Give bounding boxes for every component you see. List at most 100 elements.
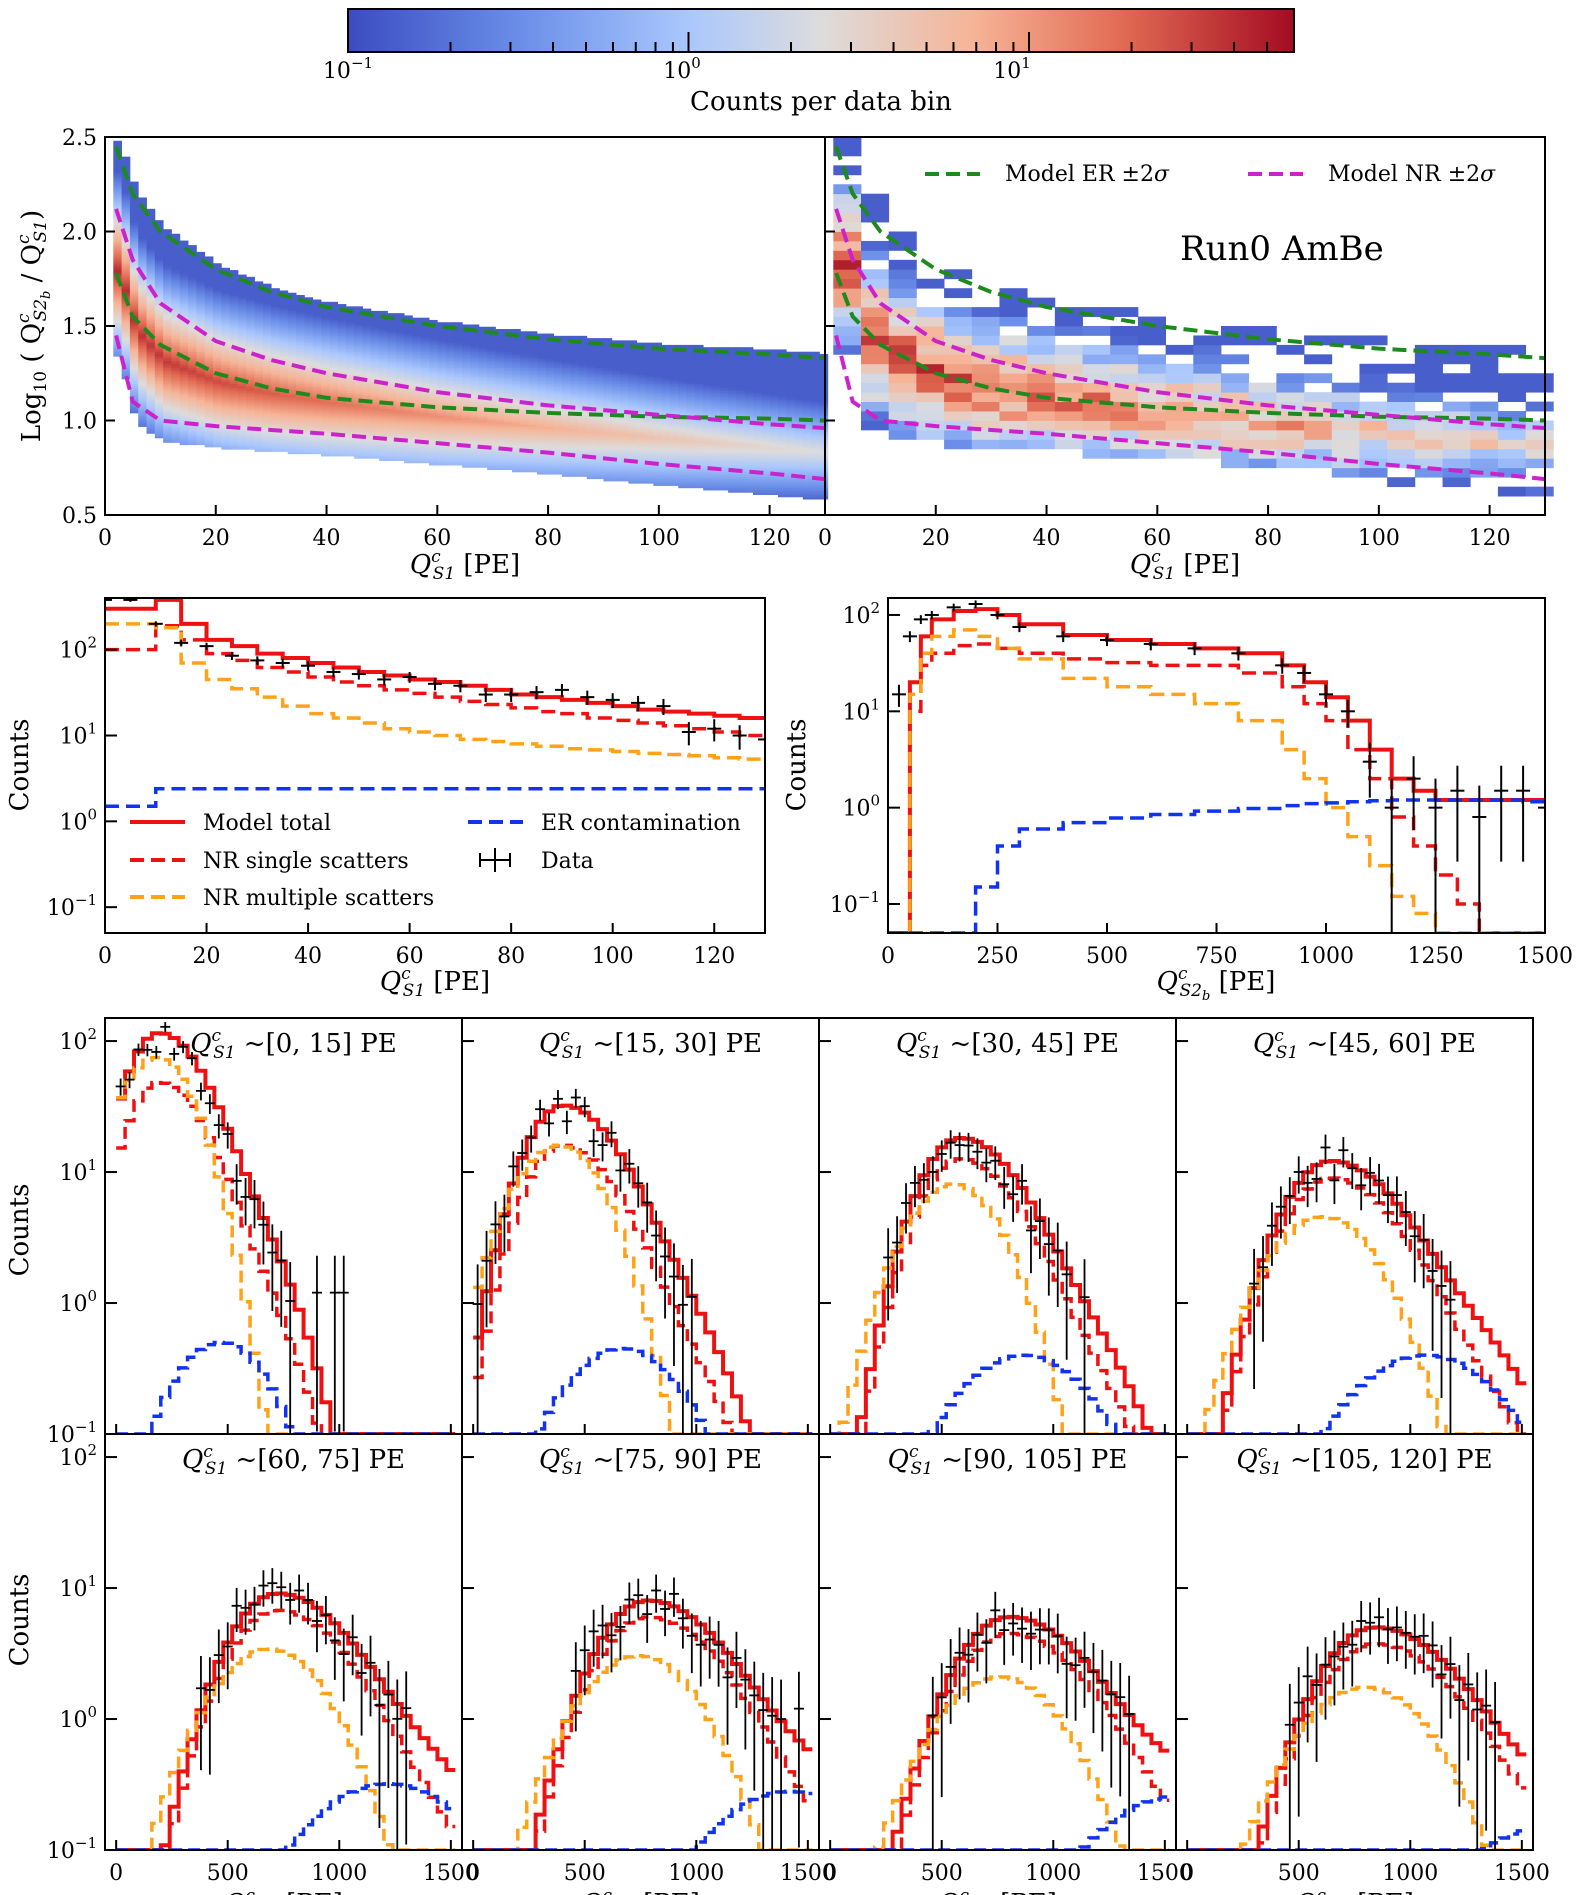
hm-data-cell-4049 [570,374,579,378]
hm-data-cell-4682 [653,358,663,362]
hm-data-cell-4086 [578,431,588,434]
hm-data-cell-4059 [570,351,579,355]
hm-data-cell-4953 [694,456,704,459]
hm-data-cell-2570 [379,422,388,425]
hm-data-cell-668 [163,265,172,269]
hm-data-cell-1652 [262,313,272,316]
hm-data-cell-504 [154,415,164,418]
hm-data-cell-2836 [412,412,422,416]
hm-data-cell-3207 [462,440,471,443]
hm-data-cell-2370 [354,424,363,427]
hm-data-cell-3432 [487,358,496,362]
hm-data-cell-3287 [470,401,480,405]
hm-data-cell-1787 [279,338,289,341]
hm-data-cell-4764 [669,456,679,459]
hm-data-cell-676 [163,247,172,251]
hm-data-cell-317 [138,374,147,378]
hm-data-cell-3378 [478,338,488,341]
hm-data-cell-1312 [229,385,239,389]
hm-data-cell-4276 [603,426,613,430]
hm-data-cell-4564 [636,342,646,346]
hm-data-cell-2616 [379,317,388,321]
hm-data-cell-4400 [620,428,629,432]
hm-data-cell-3723 [528,408,538,412]
hm-data-cell-1942 [296,310,305,314]
hm-data-cell-2732 [395,351,405,355]
hm-data-cell-1932 [296,333,305,337]
hm-data-cell-1500 [246,313,255,316]
hm-data-cell-2100 [321,424,330,427]
hm-data-cell-1303 [229,406,239,409]
hm-data-cell-2844 [412,394,422,398]
hm-data-cell-4171 [586,381,596,384]
hm-data-cell-4301 [603,369,613,373]
hm-data-cell-4448 [628,462,638,466]
hm-data-cell-4455 [628,446,638,450]
hm-data-cell-4802 [669,369,679,373]
hm-data-cell-1802 [279,304,289,307]
hm-data-cell-3942 [553,335,563,339]
hm-data-cell-830 [179,322,189,325]
hm-data-cell-711 [171,381,181,384]
hm-data-cell-4847 [678,410,687,414]
hm-data-cell-4463 [628,428,638,432]
hm-data-cell-4628 [653,480,663,484]
hm-data-cell-2821 [412,446,422,450]
hm-data-cell-2612 [379,326,388,330]
hm-data-cell-315 [138,378,147,382]
hm-data-cell-374 [138,245,147,248]
hm-data-cell-1406 [237,351,247,355]
hm-data-cell-3557 [503,358,513,362]
hm-data-cell-245 [129,292,139,296]
hm-data-cell-472 [146,258,156,262]
hm-data-cell-580 [154,242,164,246]
hm-data-cell-3713 [528,431,538,434]
hm-data-cell-1363 [229,270,239,273]
hm-data-cell-1149 [213,387,222,391]
hm-data-cell-1914 [296,374,305,378]
hm-data-cell-476 [146,249,156,253]
hm-data-cell-811 [179,365,189,368]
hm-data-cell-2668 [387,349,397,353]
hm-data-cell-1839 [287,383,297,387]
hm-data-cell-4123 [578,347,588,350]
hm-data-cell-2948 [429,451,438,455]
hm-data-cell-2964 [429,415,438,418]
hm-data-cell-2735 [395,344,405,348]
hm-data-cell-4581 [645,444,654,448]
hm-data-cell-2229 [337,440,347,443]
hm-data-cell-3150 [453,424,463,427]
hm-data-cell-1672 [271,435,280,439]
hm-data-cell-2547 [370,324,380,328]
hm-data-cell-4630 [653,476,663,480]
hm-data-cell-1361 [229,274,239,278]
hm-data-cell-290 [129,190,139,194]
hm-data-cell-345 [138,310,147,314]
hm-data-cell-4678 [653,367,663,371]
hm-data-cell-1775 [279,365,289,368]
hm-data-cell-2237 [337,422,347,425]
hm-data-cell-653 [163,299,172,303]
hm-data-cell-1921 [296,358,305,362]
hm-data-cell-3062 [437,338,447,341]
hm-data-cell-3928 [553,367,563,371]
hm-data-cell-3649 [520,435,530,439]
hm-data-cell-4028 [570,422,579,425]
hm-data-cell-4164 [586,397,596,400]
hm-data-cell-3212 [462,428,471,432]
hm-data-cell-1667 [271,446,280,450]
hm-data-cell-4222 [595,406,604,409]
hm-data-cell-2020 [312,449,322,452]
hm-data-cell-3687 [520,349,530,353]
hm-data-cell-2546 [370,326,380,330]
hm-data-cell-2944 [429,460,438,464]
hm-data-cell-2509 [370,410,380,414]
hm-data-cell-3197 [462,462,471,466]
hm-data-cell-4247 [595,349,604,353]
hm-data-cell-4337 [611,431,621,434]
hm-data-cell-214 [129,363,139,366]
hm-data-cell-4271 [603,437,613,441]
hm-data-cell-416 [146,385,156,389]
hm-data-cell-1520 [254,442,264,446]
hm-data-cell-4318 [611,474,621,477]
